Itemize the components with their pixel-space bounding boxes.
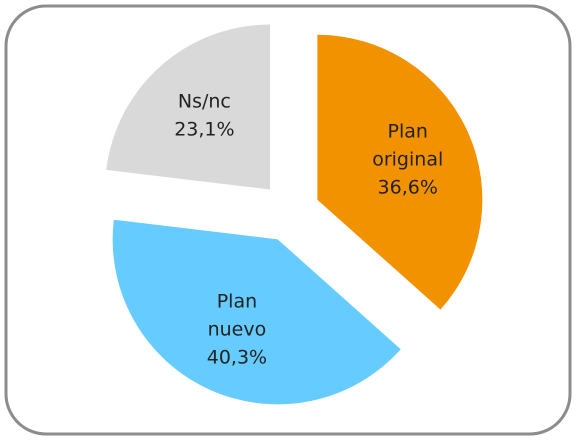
value-label: 40,3% [207, 346, 267, 368]
pie-slice [106, 24, 271, 190]
category-label: Plan nuevo [208, 290, 267, 340]
category-word: Plan [217, 290, 257, 312]
category-word: Plan [388, 120, 428, 142]
category-word: original [372, 148, 443, 170]
slice-label: Ns/nc 23,1% [174, 90, 234, 140]
category-label: Plan original [372, 120, 443, 170]
value-label: 23,1% [174, 118, 234, 140]
value-label: 36,6% [378, 176, 438, 198]
slice-label: Plan original 36,6% [372, 120, 443, 198]
category-word: Ns/nc [178, 90, 231, 112]
category-label: Ns/nc [178, 90, 231, 112]
pie-slice [112, 219, 401, 405]
category-word: nuevo [208, 318, 267, 340]
pie-slice [317, 34, 483, 310]
slice-label: Plan nuevo 40,3% [207, 290, 267, 368]
